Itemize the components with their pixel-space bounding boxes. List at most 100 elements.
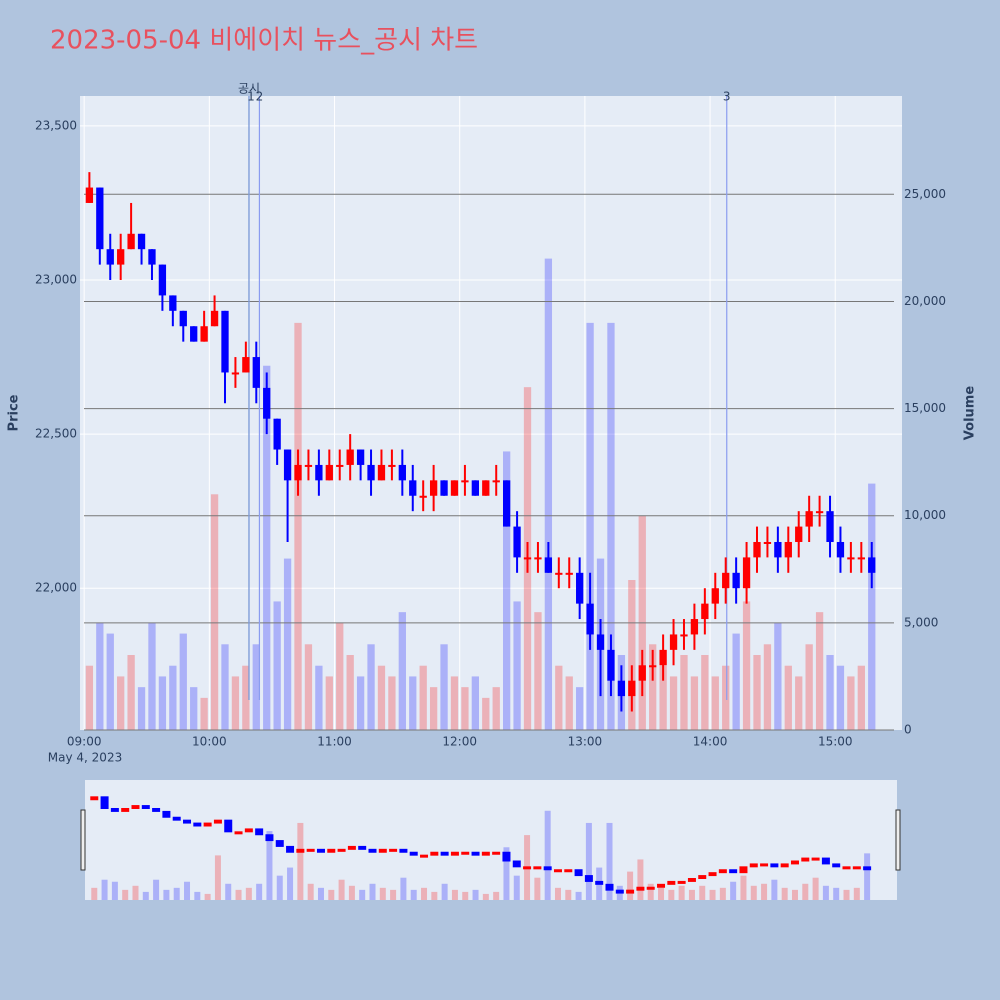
volume-bar (586, 322, 594, 730)
volume-bar (336, 622, 344, 730)
y2-tick-label: 5,000 (904, 615, 938, 629)
mini-volume-bar (864, 853, 871, 900)
mini-volume-bar (431, 891, 438, 900)
volume-bar (346, 655, 354, 730)
volume-bar (857, 665, 865, 730)
volume-bar (367, 644, 375, 730)
candle-body (502, 480, 511, 527)
volume-bar (398, 612, 406, 730)
volume-bar (795, 676, 803, 730)
mini-volume-bar (647, 883, 654, 900)
volume-bar (294, 322, 302, 730)
x-date-label: May 4, 2023 (48, 751, 122, 765)
candle-body (763, 541, 772, 544)
mini-volume-bar (276, 875, 283, 900)
candle-body (169, 295, 177, 311)
volume-bar (148, 622, 156, 730)
mini-volume-bar (421, 887, 428, 900)
candle-body (419, 495, 427, 498)
volume-bar (826, 655, 834, 730)
candle-body (273, 418, 281, 450)
volume-bar (836, 665, 845, 730)
candle-body (836, 541, 845, 558)
y2-axis-title: Volume (963, 386, 978, 441)
candle-body (711, 588, 719, 604)
candle-body (523, 557, 532, 560)
mini-candle (358, 845, 367, 850)
candle-body (565, 572, 573, 575)
candle-body (96, 187, 104, 250)
x-tick-label: 13:00 (568, 735, 603, 749)
mini-volume-bar (719, 887, 726, 900)
volume-bar (502, 451, 511, 730)
slider-handle[interactable] (895, 809, 901, 871)
volume-bar (137, 687, 146, 730)
mini-candle (450, 851, 459, 856)
candle-body (617, 680, 626, 697)
candle-body (847, 557, 855, 560)
mini-candle (203, 822, 212, 827)
candle-body (190, 326, 198, 342)
x-tick-label: 14:00 (693, 735, 728, 749)
mini-candle (533, 866, 542, 870)
volume-bar (158, 676, 167, 730)
candle-body (242, 357, 250, 373)
range-slider[interactable] (85, 780, 897, 900)
mini-candle (821, 857, 830, 865)
mini-volume-bar (328, 889, 335, 900)
volume-bar (492, 687, 500, 730)
candle-body (669, 634, 678, 650)
y2-tick-label: 20,000 (904, 294, 946, 308)
mini-candle (718, 869, 727, 874)
mini-volume-bar (194, 891, 201, 900)
candle-body (200, 326, 208, 342)
volume-bar (534, 612, 542, 730)
mini-volume-bar (853, 887, 860, 900)
candle-body (628, 680, 636, 697)
mini-candle (461, 851, 470, 855)
mini-candle (234, 831, 243, 835)
mini-candle (863, 866, 872, 871)
volume-bar (544, 258, 553, 730)
volume-bar (690, 676, 699, 730)
candle-body (137, 233, 146, 250)
volume-bar (607, 322, 615, 730)
mini-volume-bar (225, 883, 232, 900)
volume-bar (711, 676, 719, 730)
volume-bar (356, 676, 365, 730)
volume-bar (576, 687, 584, 730)
volume-bar (649, 644, 657, 730)
candle-body (649, 665, 657, 668)
candle-body (596, 634, 605, 650)
mini-volume-bar (287, 867, 294, 900)
y-tick-label: 22,000 (35, 581, 77, 595)
mini-volume-bar (400, 877, 407, 900)
mini-candle (646, 886, 655, 890)
volume-bar (263, 365, 271, 730)
mini-candle (172, 816, 181, 821)
mini-volume-bar (317, 887, 324, 900)
mini-volume-bar (204, 893, 211, 900)
candle-body (701, 603, 709, 620)
slider-handle[interactable] (80, 809, 86, 871)
candle-body (471, 480, 480, 496)
volume-bar (763, 644, 772, 730)
candle-body (826, 511, 834, 542)
mini-candle (481, 851, 490, 856)
candle-body (429, 480, 438, 496)
candle-body (304, 464, 313, 467)
y-tick-label: 23,000 (35, 273, 77, 287)
candle-body (398, 464, 406, 481)
mini-candle (337, 848, 346, 852)
volume-bar (440, 644, 448, 730)
mini-volume-bar (297, 822, 304, 900)
mini-candle (832, 863, 841, 868)
x-tick-label: 09:00 (67, 735, 102, 749)
mini-candle (852, 866, 861, 870)
candle-body (252, 357, 260, 388)
mini-candle (399, 848, 408, 853)
mini-volume-bar (91, 887, 98, 900)
candle-body (857, 557, 865, 560)
volume-bar (513, 601, 521, 730)
mini-candle (790, 860, 799, 865)
